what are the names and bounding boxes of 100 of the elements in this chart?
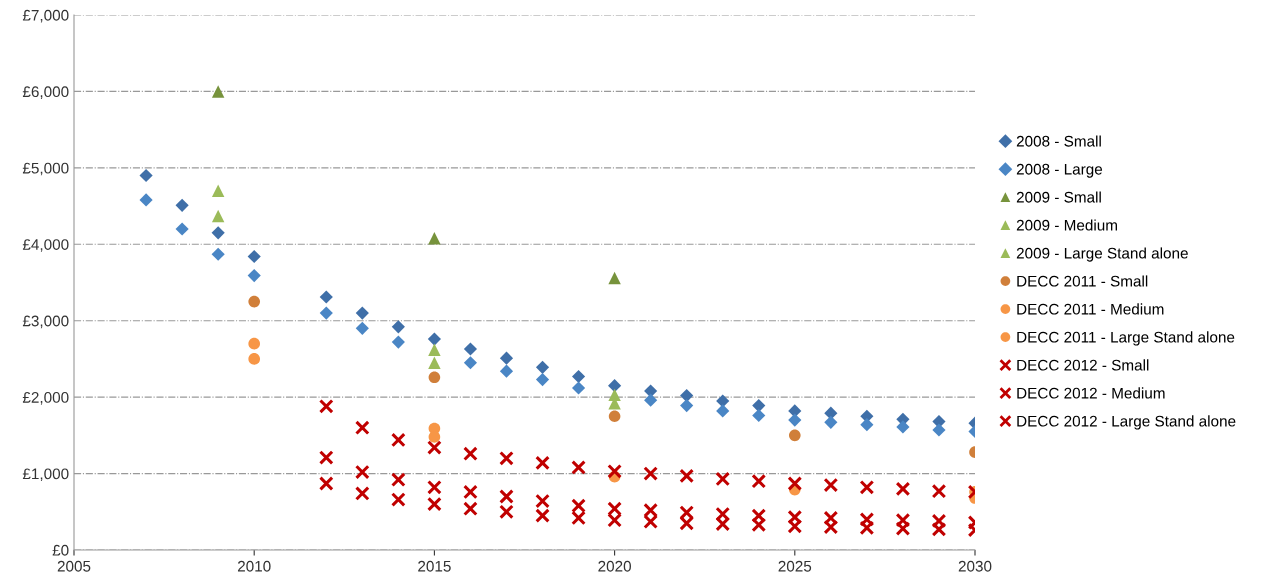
point: [679, 505, 695, 520]
point: [679, 515, 695, 531]
legend-label: DECC 2012 - Large Stand alone: [1017, 415, 1236, 430]
legend-label: 2009 - Large Stand alone: [1016, 247, 1188, 262]
point: [608, 388, 621, 402]
point: [535, 508, 550, 523]
point: [751, 517, 767, 533]
point: [571, 460, 586, 475]
point: [643, 466, 658, 481]
point: [499, 504, 514, 520]
point: [427, 440, 442, 455]
point: [859, 512, 875, 527]
point: [428, 231, 441, 245]
point: [715, 506, 731, 522]
point: [608, 379, 622, 393]
x-tick-label: 2030: [958, 560, 992, 572]
point: [931, 513, 947, 529]
x-tick-label: 2010: [237, 560, 271, 572]
point: [499, 489, 514, 504]
point: [643, 502, 658, 518]
point: [751, 473, 767, 489]
point: [319, 306, 333, 320]
legend-label: 2008 - Large: [1016, 163, 1103, 178]
point: [354, 486, 370, 501]
x-tick-label: 2005: [57, 560, 91, 572]
point: [247, 249, 261, 264]
y-tick-label: £7,000: [22, 9, 69, 23]
point: [787, 476, 803, 491]
point: [248, 337, 261, 350]
legend-label: DECC 2012 - Small: [1017, 359, 1149, 371]
point: [428, 356, 441, 369]
point: [355, 321, 369, 335]
legend-label: DECC 2011 - Small: [1017, 275, 1148, 287]
point: [788, 413, 802, 427]
point: [823, 519, 839, 535]
point: [607, 463, 622, 479]
point: [427, 496, 442, 512]
point: [211, 85, 225, 98]
point: [535, 455, 550, 471]
point: [859, 520, 875, 536]
point: [354, 464, 370, 480]
point: [211, 247, 225, 261]
point: [248, 295, 261, 308]
point: [463, 342, 478, 356]
point: [463, 446, 478, 462]
point: [391, 472, 406, 488]
point: [931, 483, 947, 499]
point: [931, 522, 947, 537]
point: [318, 476, 334, 491]
point: [391, 492, 406, 507]
point: [499, 364, 514, 378]
point: [715, 516, 731, 532]
point: [535, 493, 550, 509]
point: [895, 521, 911, 536]
point: [608, 410, 621, 423]
point: [571, 381, 586, 395]
legend-label: 2009 - Small: [1016, 191, 1101, 203]
x-tick-label: 2020: [598, 560, 631, 572]
point: [427, 332, 441, 346]
y-tick-label: £0: [52, 544, 69, 556]
point: [319, 290, 333, 304]
point: [823, 477, 839, 493]
x-tick-label: 2025: [778, 560, 812, 572]
point: [139, 193, 153, 207]
point: [139, 168, 153, 183]
point: [607, 512, 622, 528]
x-tick-label: 2015: [418, 560, 451, 572]
legend-label: DECC 2012 - Medium: [1017, 387, 1165, 399]
point: [608, 271, 621, 285]
point: [391, 320, 405, 334]
point: [787, 509, 803, 525]
point: [607, 501, 622, 517]
point: [355, 306, 369, 320]
point: [643, 514, 658, 530]
point: [751, 508, 767, 523]
point: [752, 408, 766, 423]
point: [824, 415, 838, 429]
point: [499, 450, 514, 466]
point: [571, 498, 586, 514]
point: [354, 420, 370, 436]
point: [716, 394, 730, 408]
point: [428, 371, 441, 384]
point: [715, 471, 731, 487]
y-tick-label: £5,000: [22, 162, 69, 176]
point: [391, 335, 405, 349]
point: [248, 353, 261, 365]
point: [428, 343, 441, 356]
point: [247, 269, 261, 283]
point: [896, 420, 910, 434]
point: [680, 389, 694, 403]
point: [211, 226, 225, 240]
point: [535, 360, 550, 374]
point: [463, 501, 478, 517]
point: [175, 198, 189, 212]
point: [175, 222, 189, 236]
point: [428, 431, 441, 443]
legend-label: DECC 2011 - Medium: [1017, 303, 1164, 315]
legend-label: 2009 - Medium: [1016, 219, 1117, 231]
point: [788, 429, 801, 442]
y-tick-label: £2,000: [22, 392, 69, 405]
